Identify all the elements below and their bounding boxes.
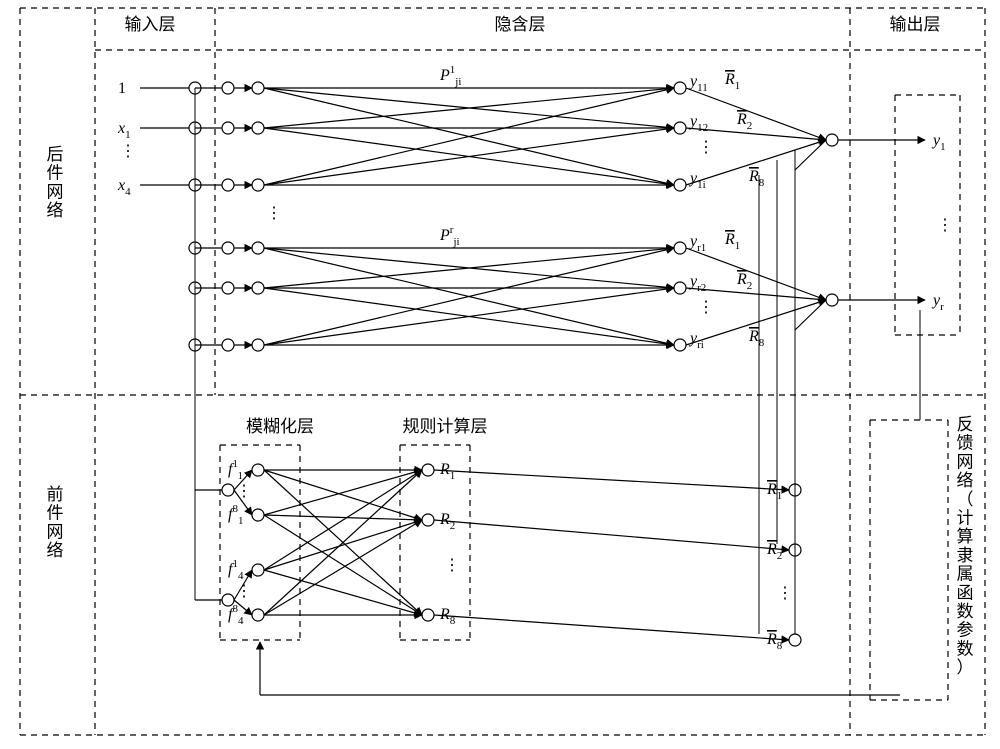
node xyxy=(674,339,686,351)
math-label: R2 xyxy=(736,271,752,292)
edge xyxy=(264,520,422,570)
node xyxy=(222,179,234,191)
math-label: P1ji xyxy=(439,64,461,88)
label: ⋮ xyxy=(236,483,252,500)
edge xyxy=(264,515,422,520)
edge xyxy=(434,470,789,490)
math-label: x1 xyxy=(117,120,131,141)
math-label: R2 xyxy=(736,111,752,132)
node xyxy=(252,509,264,521)
node xyxy=(674,179,686,191)
node xyxy=(252,122,264,134)
math-label: f14 xyxy=(228,558,244,582)
math-label: R8 xyxy=(766,631,783,652)
label: ⋮ xyxy=(120,143,136,160)
math-label: R8 xyxy=(748,328,765,349)
node xyxy=(674,82,686,94)
label: ⋮ xyxy=(444,557,460,574)
math-label: R2 xyxy=(766,541,782,562)
label: 输出层 xyxy=(890,15,941,34)
label: ⋮ xyxy=(698,299,714,316)
node xyxy=(252,339,264,351)
math-label: yr xyxy=(931,292,944,313)
math-label: Prji xyxy=(439,224,460,248)
math-label: yr2 xyxy=(688,273,706,294)
label: ⋮ xyxy=(777,585,793,602)
math-label: x4 xyxy=(117,177,131,198)
node xyxy=(252,564,264,576)
label: 规则计算层 xyxy=(403,417,488,436)
math-label: y1i xyxy=(688,170,706,191)
math-label: R8 xyxy=(748,168,765,189)
node xyxy=(222,282,234,294)
math-label: y1 xyxy=(931,132,946,153)
math-label: yr1 xyxy=(688,233,706,254)
node xyxy=(222,242,234,254)
edge xyxy=(264,520,422,615)
node xyxy=(422,464,434,476)
node xyxy=(252,464,264,476)
label: ⋮ xyxy=(698,139,714,156)
node xyxy=(422,514,434,526)
node xyxy=(222,339,234,351)
node xyxy=(674,282,686,294)
node xyxy=(252,179,264,191)
node xyxy=(789,634,801,646)
edge xyxy=(264,515,422,615)
label: ⋮ xyxy=(266,205,282,222)
node xyxy=(222,122,234,134)
node xyxy=(826,134,838,146)
edge xyxy=(264,470,422,520)
math-label: y11 xyxy=(688,73,708,94)
label: 模糊化层 xyxy=(246,417,314,436)
node xyxy=(422,609,434,621)
edge xyxy=(434,615,789,640)
math-label: f11 xyxy=(228,458,243,482)
math-label: f81 xyxy=(228,503,243,527)
node xyxy=(252,82,264,94)
node xyxy=(222,484,234,496)
node xyxy=(252,242,264,254)
node xyxy=(252,282,264,294)
math-label: R1 xyxy=(724,231,740,252)
label: 输入层 xyxy=(125,15,176,34)
node xyxy=(674,122,686,134)
label: 隐含层 xyxy=(495,15,546,34)
edge xyxy=(264,470,422,570)
section-label: 反馈网络（计算隶属函数参数） xyxy=(957,415,974,677)
node xyxy=(674,242,686,254)
node xyxy=(252,609,264,621)
section-label: 前件网络 xyxy=(47,485,64,560)
node xyxy=(826,294,838,306)
edge xyxy=(434,520,789,550)
math-label: R1 xyxy=(724,71,740,92)
label: ⋮ xyxy=(236,583,252,600)
section-label: 后件网络 xyxy=(47,145,64,220)
math-label: R1 xyxy=(766,481,782,502)
label: ⋮ xyxy=(937,217,953,234)
math-label: y12 xyxy=(688,113,708,134)
node xyxy=(222,82,234,94)
math-label: 1 xyxy=(118,80,126,97)
edge xyxy=(686,248,826,300)
